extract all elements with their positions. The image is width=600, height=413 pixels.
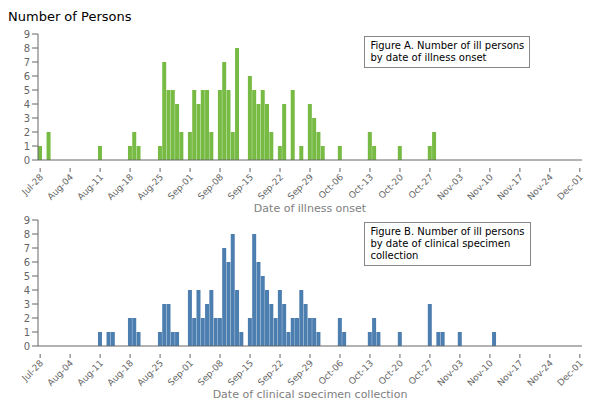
svg-text:Nov-10: Nov-10 (465, 358, 495, 388)
svg-text:Sep-15: Sep-15 (226, 172, 255, 201)
svg-text:Nov-03: Nov-03 (435, 358, 465, 388)
svg-text:Date of clinical specimen coll: Date of clinical specimen collection (213, 388, 408, 398)
html-text:Figure B. Number of ill person: Figure B. Number of ill persons by date … (370, 226, 525, 261)
html-text:Number of Persons: Number of Persons (8, 9, 132, 24)
svg-text:Oct-13: Oct-13 (347, 172, 375, 200)
svg-text:7: 7 (24, 243, 30, 254)
svg-text:9: 9 (24, 29, 30, 40)
svg-text:8: 8 (24, 43, 30, 54)
svg-text:Oct-06: Oct-06 (317, 358, 346, 387)
svg-text:9: 9 (24, 215, 30, 226)
svg-text:Aug-04: Aug-04 (45, 172, 75, 202)
svg-text:2: 2 (24, 313, 30, 324)
svg-text:Nov-24: Nov-24 (525, 358, 555, 388)
svg-text:Dec-01: Dec-01 (555, 172, 585, 202)
svg-text:Sep-29: Sep-29 (286, 358, 316, 388)
svg-text:4: 4 (24, 285, 30, 296)
svg-text:Aug-11: Aug-11 (75, 172, 105, 202)
svg-text:Sep-08: Sep-08 (196, 172, 226, 202)
svg-text:Oct-27: Oct-27 (407, 358, 435, 386)
svg-text:Sep-22: Sep-22 (256, 172, 285, 201)
svg-text:Nov-03: Nov-03 (435, 172, 465, 202)
svg-text:5: 5 (24, 85, 30, 96)
svg-text:5: 5 (24, 271, 30, 282)
svg-text:Sep-15: Sep-15 (226, 358, 255, 387)
html-text:Figure A. Number of ill person: Figure A. Number of ill persons by date … (370, 40, 525, 63)
svg-text:Oct-13: Oct-13 (347, 358, 375, 386)
svg-text:Aug-25: Aug-25 (135, 172, 165, 202)
svg-text:Oct-20: Oct-20 (377, 358, 406, 387)
svg-text:Aug-25: Aug-25 (135, 358, 165, 388)
svg-text:Sep-01: Sep-01 (166, 358, 195, 387)
svg-text:1: 1 (24, 141, 30, 152)
svg-text:3: 3 (24, 299, 30, 310)
svg-text:Oct-27: Oct-27 (407, 172, 435, 200)
svg-text:Nov-24: Nov-24 (525, 172, 555, 202)
svg-text:8: 8 (24, 229, 30, 240)
svg-text:Aug-18: Aug-18 (105, 358, 135, 388)
svg-text:Oct-06: Oct-06 (317, 172, 346, 201)
svg-text:Date of illness onset: Date of illness onset (254, 202, 367, 212)
svg-text:Aug-04: Aug-04 (45, 358, 75, 388)
svg-text:7: 7 (24, 57, 30, 68)
svg-text:2: 2 (24, 127, 30, 138)
svg-text:Oct-20: Oct-20 (377, 172, 406, 201)
svg-text:4: 4 (24, 99, 30, 110)
svg-text:Nov-10: Nov-10 (465, 172, 495, 202)
svg-text:Nov-17: Nov-17 (495, 358, 525, 388)
svg-text:6: 6 (24, 71, 30, 82)
svg-text:Nov-17: Nov-17 (495, 172, 525, 202)
svg-text:3: 3 (24, 113, 30, 124)
svg-text:Sep-29: Sep-29 (286, 172, 316, 202)
svg-text:Sep-08: Sep-08 (196, 358, 226, 388)
svg-text:Aug-11: Aug-11 (75, 358, 105, 388)
svg-text:0: 0 (24, 155, 30, 166)
svg-text:Sep-22: Sep-22 (256, 358, 285, 387)
svg-text:Dec-01: Dec-01 (555, 358, 585, 388)
svg-text:Sep-01: Sep-01 (166, 172, 195, 201)
svg-text:6: 6 (24, 257, 30, 268)
svg-text:1: 1 (24, 327, 30, 338)
svg-text:Jul-28: Jul-28 (19, 358, 45, 384)
svg-text:0: 0 (24, 341, 30, 352)
svg-text:Jul-28: Jul-28 (19, 172, 45, 198)
svg-text:Aug-18: Aug-18 (105, 172, 135, 202)
